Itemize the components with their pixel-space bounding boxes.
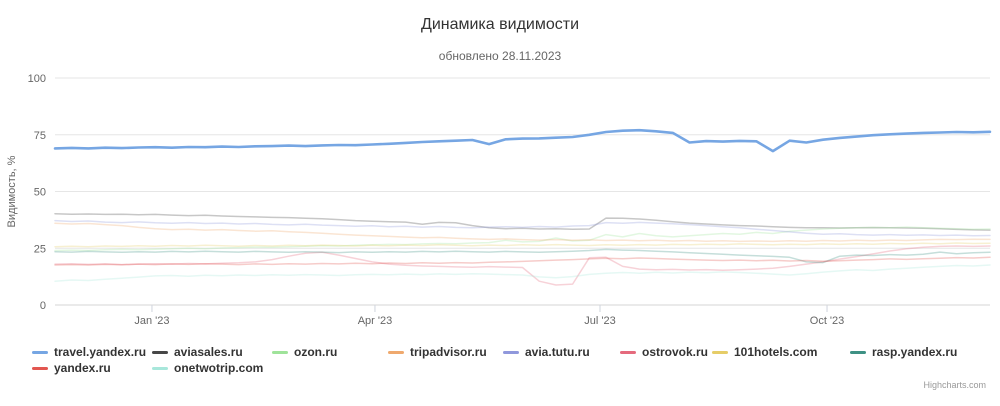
legend-label: ostrovok.ru	[642, 345, 709, 359]
legend-item-onetwotrip.com[interactable]: onetwotrip.com	[152, 361, 263, 375]
series-line-ozon.ru	[54, 226, 991, 252]
x-axis-tick-label: Oct '23	[810, 315, 845, 327]
legend-marker	[272, 350, 288, 354]
legend-item-ostrovok.ru[interactable]: ostrovok.ru	[620, 345, 708, 359]
y-axis-tick-label: 75	[34, 130, 46, 142]
series-line-tripadvisor.ru	[54, 222, 991, 243]
series-line-yandex.ru	[54, 256, 991, 266]
plot-area: 0 25 50 75 100 Видимость, % Jan '23 Apr '23 Jul …	[6, 73, 992, 327]
series-line-aviasales.ru	[54, 212, 991, 231]
legend-item-avia.tutu.ru[interactable]: avia.tutu.ru	[503, 345, 590, 359]
y-axis-tick-label: 0	[40, 300, 46, 312]
legend-marker	[712, 350, 728, 354]
legend-marker	[152, 366, 168, 370]
legend-label: onetwotrip.com	[174, 361, 264, 375]
series-line-travel.yandex.ru	[53, 128, 992, 153]
chart-title: Динамика видимости	[420, 16, 579, 33]
legend-label: tripadvisor.ru	[410, 345, 487, 359]
legend-item-tripadvisor.ru[interactable]: tripadvisor.ru	[388, 345, 487, 359]
series-line-101hotels.com	[54, 242, 991, 248]
legend-item-101hotels.com[interactable]: 101hotels.com	[712, 345, 817, 359]
legend-label: yandex.ru	[54, 361, 111, 375]
y-axis-tick-label: 100	[28, 73, 46, 85]
legend-item-aviasales.ru[interactable]: aviasales.ru	[152, 345, 243, 359]
y-axis-tick-label: 25	[34, 243, 46, 255]
legend-marker	[388, 350, 404, 354]
legend-marker	[850, 350, 866, 354]
legend-label: rasp.yandex.ru	[872, 345, 958, 359]
series-line-onetwotrip.com	[54, 264, 991, 282]
legend-label: travel.yandex.ru	[54, 345, 147, 359]
x-axis-tick-label: Jan '23	[134, 315, 169, 327]
legend-marker	[32, 366, 48, 370]
legend-label: ozon.ru	[294, 345, 338, 359]
legend-item-travel.yandex.ru[interactable]: travel.yandex.ru	[32, 345, 146, 359]
y-axis-tick-label: 50	[34, 187, 46, 199]
chart-subtitle: обновлено 28.11.2023	[438, 49, 562, 63]
legend-marker	[152, 350, 168, 354]
y-axis-title: Видимость, %	[6, 155, 18, 227]
legend-marker	[503, 350, 519, 354]
legend-item-ozon.ru[interactable]: ozon.ru	[272, 345, 337, 359]
series-line-rasp.yandex.ru	[54, 248, 991, 264]
legend-item-yandex.ru[interactable]: yandex.ru	[32, 361, 111, 375]
x-axis-tick-label: Jul '23	[584, 315, 615, 327]
series-line-avia.tutu.ru	[54, 219, 991, 237]
series-line-ostrovok.ru	[54, 245, 991, 286]
legend-label: aviasales.ru	[174, 345, 243, 359]
legend-item-rasp.yandex.ru[interactable]: rasp.yandex.ru	[850, 345, 957, 359]
legend-marker	[620, 350, 636, 354]
legend-label: 101hotels.com	[734, 345, 818, 359]
highcharts-credit-link[interactable]: Highcharts.com	[923, 380, 986, 390]
x-axis-tick-label: Apr '23	[358, 315, 393, 327]
legend-marker	[32, 350, 48, 354]
legend-label: avia.tutu.ru	[525, 345, 590, 359]
